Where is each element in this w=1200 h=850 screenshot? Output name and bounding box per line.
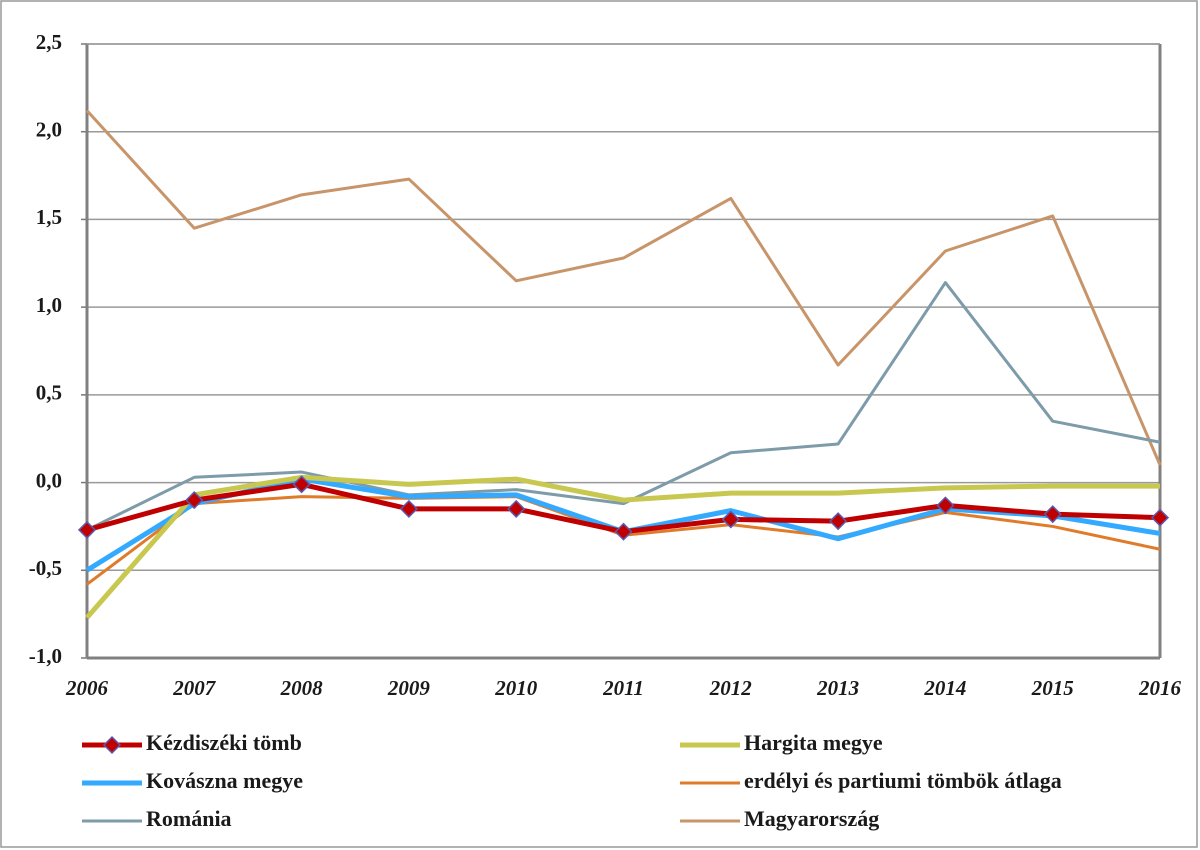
y-tick-label: 0,5 <box>36 381 62 405</box>
x-tick-label: 2013 <box>816 676 859 700</box>
legend-label: Kovászna megye <box>146 768 303 793</box>
legend-label: Kézdiszéki tömb <box>146 730 302 755</box>
y-tick-label: 1,5 <box>36 205 62 229</box>
data-point <box>936 496 955 515</box>
y-tick-label: -1,0 <box>29 644 62 668</box>
data-point <box>1150 508 1170 527</box>
series-line <box>86 281 1161 532</box>
series-line <box>85 474 1160 620</box>
legend-item: Hargita megye <box>680 730 883 755</box>
data-point <box>185 491 204 510</box>
data-point <box>399 499 418 518</box>
data-point <box>77 520 97 539</box>
x-tick-label: 2011 <box>602 676 644 700</box>
legend-label: erdélyi és partiumi tömbök átlaga <box>744 768 1062 793</box>
x-tick-label: 2016 <box>1138 676 1182 700</box>
data-point <box>721 510 740 529</box>
data-point <box>1043 505 1062 524</box>
x-tick-label: 2006 <box>65 676 109 700</box>
data-point <box>292 475 311 494</box>
data-point <box>829 512 848 531</box>
y-tick-label: 2,0 <box>36 118 62 142</box>
x-tick-label: 2007 <box>172 676 217 700</box>
legend-item: Kovászna megye <box>82 768 303 793</box>
legend-label: Hargita megye <box>744 730 883 755</box>
y-tick-label: 1,0 <box>36 293 62 317</box>
x-tick-label: 2010 <box>494 676 538 700</box>
x-tick-label: 2015 <box>1031 676 1074 700</box>
legend-label: Magyarország <box>744 806 879 831</box>
legend-item: Kézdiszéki tömb <box>82 730 302 755</box>
legend-marker <box>102 735 122 755</box>
legend-label: Románia <box>146 806 232 831</box>
x-tick-label: 2009 <box>387 676 431 700</box>
legend-item: Magyarország <box>680 806 879 831</box>
series-line <box>85 109 1162 466</box>
y-tick-label: 0,0 <box>36 468 62 492</box>
data-point <box>614 522 633 541</box>
y-tick-label: -0,5 <box>29 556 62 580</box>
x-tick-label: 2012 <box>709 676 753 700</box>
data-point <box>507 499 526 518</box>
legend-item: Románia <box>82 806 232 831</box>
x-tick-label: 2008 <box>280 676 324 700</box>
legend-item: erdélyi és partiumi tömbök átlaga <box>680 768 1062 793</box>
x-tick-label: 2014 <box>923 676 966 700</box>
y-tick-label: 2,5 <box>36 30 62 54</box>
